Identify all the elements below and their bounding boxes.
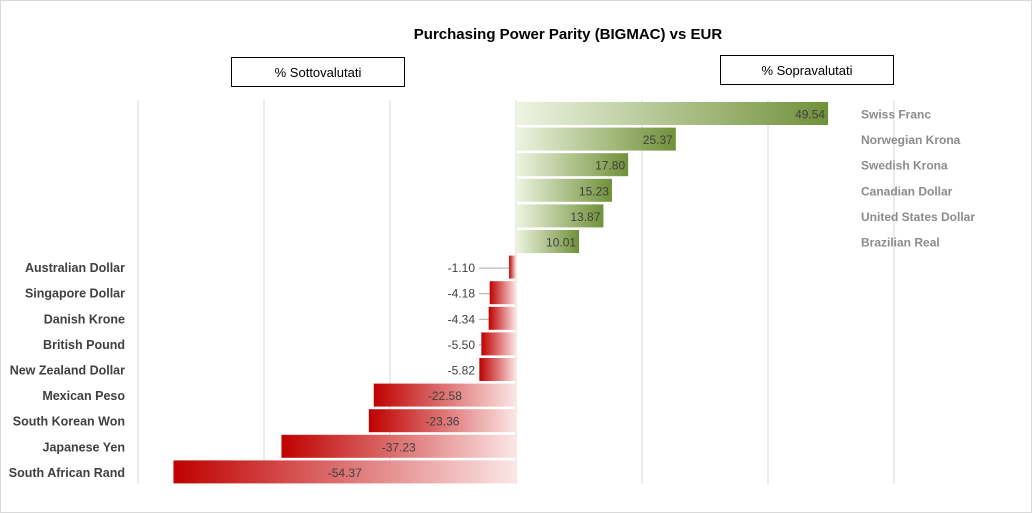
category-label: Japanese Yen — [43, 440, 125, 454]
bar — [373, 383, 516, 407]
chart-title: Purchasing Power Parity (BIGMAC) vs EUR — [413, 26, 723, 43]
value-label: 10.01 — [546, 236, 576, 250]
value-label: 15.23 — [579, 184, 609, 198]
category-label: Mexican Peso — [42, 389, 125, 403]
category-label: Swiss Franc — [861, 108, 931, 122]
bar — [368, 409, 516, 433]
bar — [516, 230, 580, 253]
bar — [479, 358, 516, 381]
bar — [488, 306, 516, 330]
category-label: Australian Dollar — [25, 261, 125, 275]
bar — [481, 332, 516, 356]
bar — [516, 127, 676, 151]
bar — [509, 255, 516, 279]
category-label: United States Dollar — [861, 210, 975, 224]
bar — [516, 204, 604, 228]
overvalued-box: % Sopravalutati — [720, 55, 894, 85]
bars — [173, 102, 829, 484]
value-label: -4.34 — [448, 312, 476, 326]
value-label: 13.87 — [570, 210, 600, 224]
category-label: South Korean Won — [13, 415, 125, 429]
category-label: Brazilian Real — [861, 236, 940, 250]
category-label: Singapore Dollar — [25, 287, 125, 301]
bar — [489, 281, 516, 305]
category-label: Norwegian Krona — [861, 133, 961, 147]
value-label: -5.50 — [448, 338, 476, 352]
category-label: British Pound — [43, 338, 125, 352]
value-label: 25.37 — [643, 133, 673, 147]
value-label: -37.23 — [382, 440, 416, 454]
value-label: -23.36 — [425, 415, 459, 429]
category-label: New Zealand Dollar — [10, 364, 125, 378]
value-label: -1.10 — [448, 261, 476, 275]
bar — [516, 178, 612, 202]
value-label: -22.58 — [428, 389, 462, 403]
value-label: 17.80 — [595, 159, 625, 173]
bar — [516, 153, 629, 177]
bar — [281, 434, 516, 458]
labels: Swiss Franc 49.54 Norwegian Krona 25.37 Swed… — [9, 108, 976, 480]
value-label: -4.18 — [448, 287, 476, 301]
category-label: Canadian Dollar — [861, 184, 953, 198]
undervalued-box: % Sottovalutati — [231, 57, 405, 87]
bar — [173, 460, 516, 484]
value-label: -54.37 — [328, 466, 362, 480]
bar — [516, 102, 829, 125]
category-label: Swedish Krona — [861, 159, 948, 173]
value-label: 49.54 — [795, 108, 825, 122]
category-label: South African Rand — [9, 466, 125, 480]
value-label: -5.82 — [448, 364, 476, 378]
category-label: Danish Krone — [44, 312, 125, 326]
